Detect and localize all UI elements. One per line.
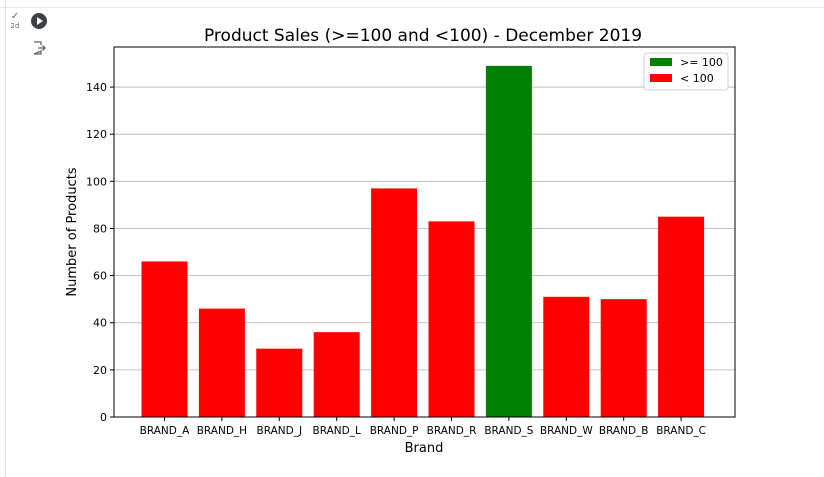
bar-brand_s	[485, 65, 532, 417]
x-tick-label-brand_h: BRAND_H	[197, 425, 247, 437]
bar-brand_h	[198, 308, 245, 417]
y-tick-label-140: 140	[86, 81, 107, 94]
cell-execution-status: ✓ 2d	[8, 12, 22, 32]
y-axis: 0 20 40 60 80 100 120 140	[86, 81, 114, 424]
x-tick-label-brand_c: BRAND_C	[656, 425, 706, 437]
bar-brand_j	[256, 348, 303, 417]
legend-label-low: < 100	[680, 72, 714, 85]
run-cell-button[interactable]	[31, 13, 47, 29]
legend-swatch-low	[650, 74, 672, 82]
x-tick-label-brand_p: BRAND_P	[370, 425, 419, 437]
bar-brand_b	[600, 299, 647, 417]
execution-time: 2d	[10, 22, 20, 30]
legend: >= 100 < 100	[643, 52, 729, 91]
x-axis-label: Brand	[405, 441, 444, 456]
x-tick-label-brand_a: BRAND_A	[140, 425, 190, 437]
checkmark-icon: ✓	[10, 11, 20, 22]
x-tick-label-brand_s: BRAND_S	[484, 425, 533, 437]
y-tick-label-20: 20	[93, 364, 107, 377]
y-axis-label: Number of Products	[65, 167, 80, 296]
legend-label-high: >= 100	[680, 56, 723, 69]
bar-brand_c	[658, 216, 705, 417]
bar-brand_w	[543, 296, 590, 417]
x-tick-label-brand_r: BRAND_R	[427, 425, 477, 437]
x-tick-label-brand_w: BRAND_W	[540, 425, 593, 437]
plot-area-frame	[113, 46, 736, 418]
y-tick-label-40: 40	[93, 317, 107, 330]
y-tick-label-60: 60	[93, 270, 107, 283]
x-tick-label-brand_b: BRAND_B	[599, 425, 649, 437]
y-tick-label-0: 0	[100, 411, 107, 424]
chart-title: Product Sales (>=100 and <100) - Decembe…	[204, 26, 642, 46]
x-tick-label-brand_l: BRAND_L	[313, 425, 361, 437]
y-tick-label-80: 80	[93, 222, 107, 235]
bars	[141, 65, 705, 417]
legend-swatch-high	[650, 58, 672, 66]
bar-brand_a	[141, 261, 188, 417]
output-redirect-icon[interactable]	[31, 40, 47, 56]
y-tick-label-120: 120	[86, 128, 107, 141]
bar-brand_r	[428, 221, 475, 417]
y-tick-label-100: 100	[86, 175, 107, 188]
cell-top-border	[0, 0, 824, 8]
x-tick-label-brand_j: BRAND_J	[257, 425, 303, 437]
notebook-gutter	[0, 0, 6, 477]
bar-brand_l	[313, 332, 360, 417]
x-axis: BRAND_A BRAND_H BRAND_J BRAND_L BRAND_P BRAND…	[140, 417, 706, 437]
bar-brand_p	[371, 188, 418, 417]
